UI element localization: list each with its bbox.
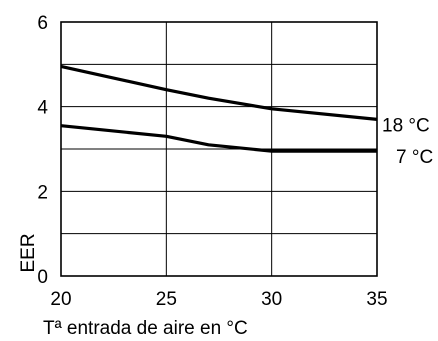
x-tick-label-20: 20 bbox=[50, 289, 71, 310]
series-label-2: 7 °C bbox=[396, 147, 433, 168]
plot-frame bbox=[60, 21, 378, 277]
series-labels: 18 °C 7 °C bbox=[382, 115, 433, 168]
x-tick-labels: 20 25 30 35 bbox=[50, 289, 387, 310]
x-tick-label-25: 25 bbox=[156, 289, 177, 310]
series-line-1 bbox=[60, 64, 378, 121]
grid bbox=[61, 22, 377, 276]
y-tick-label-6: 6 bbox=[37, 13, 48, 34]
x-tick-label-30: 30 bbox=[261, 289, 282, 310]
series-lines bbox=[60, 64, 378, 153]
y-tick-label-2: 2 bbox=[37, 182, 48, 203]
y-axis-label: EER bbox=[18, 233, 39, 272]
x-tick-label-35: 35 bbox=[366, 289, 387, 310]
y-tick-label-4: 4 bbox=[37, 98, 48, 119]
x-axis-label: Tª entrada de aire en °C bbox=[43, 318, 248, 339]
y-tick-label-0: 0 bbox=[37, 267, 48, 288]
y-tick-labels: 0 2 4 6 bbox=[37, 13, 48, 288]
series-line-2 bbox=[60, 124, 377, 153]
series-label-1: 18 °C bbox=[382, 115, 430, 136]
